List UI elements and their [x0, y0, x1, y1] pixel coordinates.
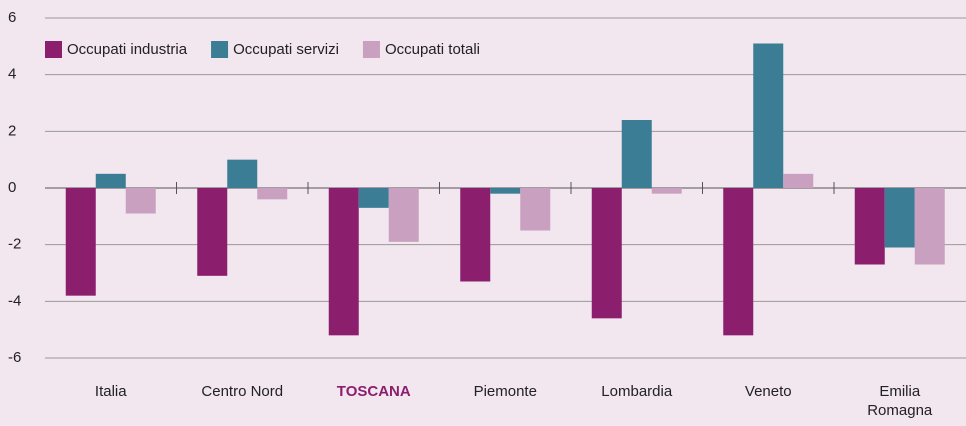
bar — [197, 188, 228, 276]
bar — [388, 188, 419, 242]
bar — [520, 188, 551, 231]
bar — [227, 159, 258, 188]
bar — [884, 188, 915, 248]
bar — [490, 188, 521, 194]
y-tick-label: -2 — [8, 236, 21, 253]
legend-label: Occupati totali — [385, 41, 480, 58]
bar — [914, 188, 945, 265]
x-tick-label: TOSCANA — [336, 383, 411, 400]
x-tick-label: Piemonte — [473, 383, 537, 400]
y-tick-label: -4 — [8, 292, 21, 309]
bar — [591, 188, 622, 319]
x-tick-label: Veneto — [744, 383, 792, 400]
bar — [125, 188, 156, 214]
bar — [358, 188, 389, 208]
x-tick-label: Centro Nord — [201, 383, 284, 400]
y-tick-label: 2 — [8, 122, 16, 139]
bar — [65, 188, 96, 296]
bar — [753, 43, 784, 188]
y-tick-label: 0 — [8, 179, 16, 196]
legend-swatch — [45, 41, 62, 58]
x-tick-label: Lombardia — [601, 383, 673, 400]
y-tick-label: -6 — [8, 349, 21, 366]
bar — [854, 188, 885, 265]
legend-swatch — [362, 41, 380, 58]
bar — [651, 188, 682, 194]
bar — [621, 120, 652, 188]
bar — [257, 188, 288, 200]
x-tick-label: Emilia Romagna — [867, 383, 933, 419]
bar — [328, 188, 359, 336]
legend-label: Occupati industria — [67, 41, 188, 58]
legend-label: Occupati servizi — [233, 41, 339, 58]
y-tick-label: 4 — [8, 66, 16, 83]
bar — [723, 188, 754, 336]
bar — [95, 173, 126, 188]
y-tick-label: 6 — [8, 9, 16, 26]
bar — [783, 173, 814, 188]
legend-swatch — [211, 41, 229, 58]
bar — [460, 188, 491, 282]
x-tick-label: Italia — [94, 383, 127, 400]
